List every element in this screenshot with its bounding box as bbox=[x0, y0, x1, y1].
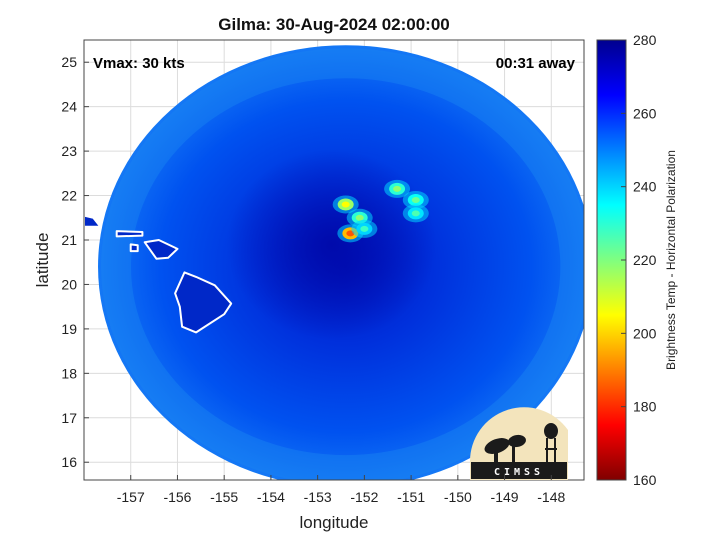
storm-core bbox=[226, 149, 437, 340]
x-tick-label: -151 bbox=[397, 489, 425, 505]
chart-title: Gilma: 30-Aug-2024 02:00:00 bbox=[218, 15, 450, 34]
cold-cells bbox=[332, 179, 429, 243]
swath-outer-band bbox=[101, 48, 584, 480]
logo-band bbox=[471, 462, 567, 479]
island-outline bbox=[143, 239, 179, 260]
y-axis-label: latitude bbox=[33, 233, 52, 288]
land-outlines bbox=[84, 214, 233, 334]
island-outline bbox=[115, 230, 144, 238]
y-tick-label: 20 bbox=[61, 276, 77, 292]
cold-cell bbox=[384, 179, 411, 198]
x-tick-label: -150 bbox=[444, 489, 472, 505]
x-tick-label: -155 bbox=[210, 489, 238, 505]
logo-text: CIMSS bbox=[494, 467, 544, 478]
colorbar-tick-label: 180 bbox=[633, 399, 657, 415]
colorbar-tick-label: 200 bbox=[633, 325, 657, 341]
colorbar-tick-label: 240 bbox=[633, 179, 657, 195]
x-tick-label: -154 bbox=[257, 489, 285, 505]
water-tower-icon bbox=[544, 423, 558, 462]
y-tick-label: 22 bbox=[61, 188, 77, 204]
x-axis: -157 -156 -155 -154 -153 -152 -151 -150 -149 -148 bbox=[117, 475, 566, 505]
y-tick-label: 23 bbox=[61, 143, 77, 159]
colorbar-tick-label: 260 bbox=[633, 105, 657, 121]
y-tick-label: 19 bbox=[61, 321, 77, 337]
y-tick-label: 25 bbox=[61, 54, 77, 70]
x-tick-label: -153 bbox=[304, 489, 332, 505]
colorbar-tick-label: 220 bbox=[633, 252, 657, 268]
y-tick-label: 17 bbox=[61, 410, 77, 426]
colorbar-label: Brightness Temp - Horizontal Polarizatio… bbox=[664, 150, 678, 370]
island-outline bbox=[174, 271, 233, 334]
x-tick-label: -149 bbox=[491, 489, 519, 505]
cold-cell bbox=[351, 219, 378, 238]
colorbar-tick-label: 160 bbox=[633, 472, 657, 488]
island-outline bbox=[129, 243, 139, 253]
colorbar-ticks: 160 180 200 220 240 260 280 bbox=[621, 32, 657, 488]
y-tick-label: 16 bbox=[61, 454, 77, 470]
y-axis: 16 17 18 19 20 21 22 23 24 25 bbox=[61, 54, 89, 470]
cold-cell bbox=[332, 195, 359, 214]
plot-content bbox=[84, 45, 584, 480]
x-tick-label: -156 bbox=[163, 489, 191, 505]
cold-cell bbox=[402, 204, 429, 223]
x-tick-label: -148 bbox=[537, 489, 565, 505]
island-outline bbox=[84, 214, 102, 228]
plot-frame bbox=[83, 39, 585, 481]
satellite-dish-icon bbox=[484, 434, 526, 462]
colorbar-tick-label: 280 bbox=[633, 32, 657, 48]
time-away-label: 00:31 away bbox=[496, 55, 576, 72]
y-tick-label: 21 bbox=[61, 232, 77, 248]
y-tick-label: 18 bbox=[61, 365, 77, 381]
cold-cell bbox=[402, 191, 429, 209]
x-axis-label: longitude bbox=[299, 513, 368, 532]
x-tick-label: -157 bbox=[117, 489, 145, 505]
vmax-label: Vmax: 30 kts bbox=[93, 55, 185, 72]
cimss-logo: CIMSS bbox=[469, 407, 568, 480]
x-tick-label: -152 bbox=[350, 489, 378, 505]
y-tick-label: 24 bbox=[61, 99, 77, 115]
